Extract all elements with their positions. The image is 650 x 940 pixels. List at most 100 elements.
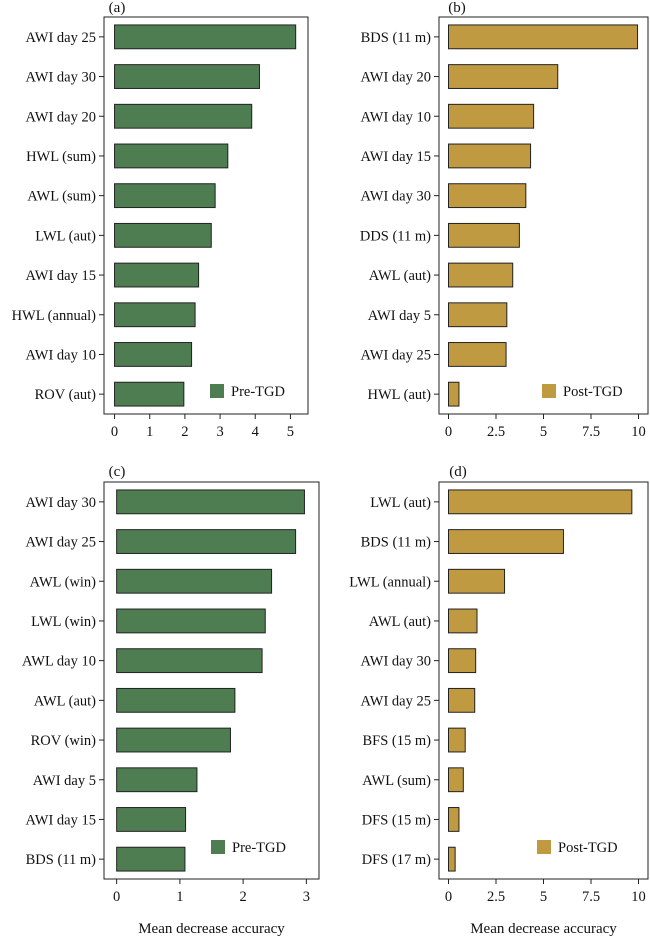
y-tick-label: BDS (11 m) bbox=[361, 535, 432, 551]
y-tick-label: LWL (win) bbox=[31, 614, 96, 630]
x-tick-label: 5 bbox=[540, 424, 547, 440]
y-tick-label: AWL (win) bbox=[30, 574, 97, 590]
bar bbox=[114, 342, 193, 367]
bar bbox=[448, 846, 456, 872]
bar bbox=[448, 222, 520, 248]
y-tick-label: AWI day 5 bbox=[368, 308, 431, 324]
y-tick-label: DFS (15 m) bbox=[362, 812, 431, 828]
x-tick-label: 2.5 bbox=[487, 424, 505, 440]
y-tick-label: BFS (15 m) bbox=[363, 733, 432, 749]
x-tick-label: 2.5 bbox=[487, 889, 505, 905]
bar bbox=[116, 608, 266, 634]
bar bbox=[114, 183, 216, 209]
panel-label: (b) bbox=[448, 0, 466, 16]
chart-panel-a: (a) AWI day 25 AWI day 30 AWI day 20 HWL (su… bbox=[12, 0, 309, 440]
y-tick-label: AWI day 25 bbox=[25, 535, 96, 551]
bar bbox=[116, 767, 198, 793]
y-tick-label: AWI day 30 bbox=[360, 189, 431, 205]
x-tick-label: 3 bbox=[303, 889, 310, 905]
chart-panel-d: (d) LWL (aut) BDS (11 m) LWL (annual) AWL (a… bbox=[349, 464, 649, 937]
y-tick-label: AWI day 25 bbox=[360, 347, 431, 363]
y-tick-label: AWI day 25 bbox=[360, 693, 431, 709]
bar bbox=[116, 727, 231, 753]
bar bbox=[448, 381, 460, 407]
panel-label: (c) bbox=[109, 464, 126, 480]
x-tick-label: 0 bbox=[445, 889, 452, 905]
bar bbox=[448, 568, 506, 594]
legend-label: Pre-TGD bbox=[232, 840, 286, 856]
plot-frame bbox=[103, 16, 309, 415]
chart-panel-b: (b) BDS (11 m) AWI day 20 AWI day 10 AWI day… bbox=[360, 0, 649, 440]
y-tick-label: AWL (aut) bbox=[369, 268, 431, 284]
x-tick-label: 7.5 bbox=[582, 889, 600, 905]
legend-label: Post-TGD bbox=[558, 840, 618, 856]
y-tick-label: HWL (sum) bbox=[26, 149, 96, 165]
y-tick-label: HWL (annual) bbox=[12, 308, 97, 324]
y-tick-label: AWL (sum) bbox=[362, 773, 431, 789]
bar bbox=[448, 767, 464, 793]
y-tick-label: AWI day 30 bbox=[360, 654, 431, 670]
legend-swatch bbox=[211, 840, 225, 854]
bar bbox=[116, 489, 305, 515]
y-tick-label: AWI day 25 bbox=[25, 30, 96, 46]
x-tick-label: 7.5 bbox=[582, 424, 600, 440]
y-tick-label: AWI day 15 bbox=[25, 812, 96, 828]
y-tick-label: BDS (11 m) bbox=[26, 852, 97, 868]
y-tick-label: AWL (aut) bbox=[34, 693, 96, 709]
x-tick-label: 5 bbox=[540, 889, 547, 905]
bar bbox=[448, 183, 527, 209]
y-tick-label: DFS (17 m) bbox=[362, 852, 431, 868]
y-tick-label: BDS (11 m) bbox=[361, 30, 432, 46]
bar bbox=[116, 687, 236, 713]
y-tick-label: ROV (aut) bbox=[35, 387, 97, 403]
bar bbox=[116, 568, 273, 594]
bar bbox=[116, 529, 297, 554]
bar bbox=[448, 489, 633, 515]
bar bbox=[448, 103, 535, 129]
bar bbox=[448, 727, 466, 753]
bar bbox=[116, 807, 187, 832]
chart-panel-c: (c) AWI day 30 AWI day 25 AWL (win) LWL (win… bbox=[22, 464, 320, 937]
y-tick-label: AWI day 30 bbox=[25, 495, 96, 511]
bar bbox=[114, 64, 260, 89]
y-tick-label: LWL (aut) bbox=[370, 495, 431, 511]
bar bbox=[114, 24, 297, 50]
bar bbox=[448, 648, 477, 674]
bar bbox=[116, 846, 186, 872]
bar bbox=[114, 262, 200, 288]
bar bbox=[114, 143, 229, 169]
panel-label: (d) bbox=[449, 464, 467, 480]
bar bbox=[448, 529, 564, 554]
x-tick-label: 2 bbox=[239, 889, 246, 905]
x-axis-title: Mean decrease accuracy bbox=[470, 921, 617, 937]
panel-label: (a) bbox=[109, 0, 126, 16]
bar bbox=[448, 64, 559, 89]
x-tick-label: 0 bbox=[113, 889, 120, 905]
y-tick-label: ROV (win) bbox=[31, 733, 97, 749]
y-tick-label: AWI day 10 bbox=[360, 109, 431, 125]
legend-label: Post-TGD bbox=[563, 384, 623, 400]
plot-frame bbox=[103, 481, 320, 880]
bar bbox=[448, 608, 478, 634]
bar bbox=[114, 381, 185, 407]
y-tick-label: AWI day 10 bbox=[25, 347, 96, 363]
legend-swatch bbox=[210, 384, 224, 398]
bar bbox=[116, 648, 263, 674]
bar bbox=[448, 807, 460, 832]
x-tick-label: 10 bbox=[631, 424, 646, 440]
bar bbox=[448, 143, 532, 169]
bar bbox=[114, 302, 196, 328]
x-tick-label: 0 bbox=[445, 424, 452, 440]
bar bbox=[448, 302, 508, 328]
x-tick-label: 10 bbox=[631, 889, 646, 905]
x-tick-label: 1 bbox=[146, 424, 153, 440]
y-tick-label: AWL day 10 bbox=[22, 654, 96, 670]
bar bbox=[448, 342, 507, 367]
y-tick-label: AWI day 15 bbox=[360, 149, 431, 165]
x-tick-label: 5 bbox=[287, 424, 294, 440]
bar bbox=[114, 222, 212, 248]
x-tick-label: 1 bbox=[176, 889, 183, 905]
y-tick-label: AWL (sum) bbox=[27, 189, 96, 205]
bar bbox=[448, 24, 639, 50]
